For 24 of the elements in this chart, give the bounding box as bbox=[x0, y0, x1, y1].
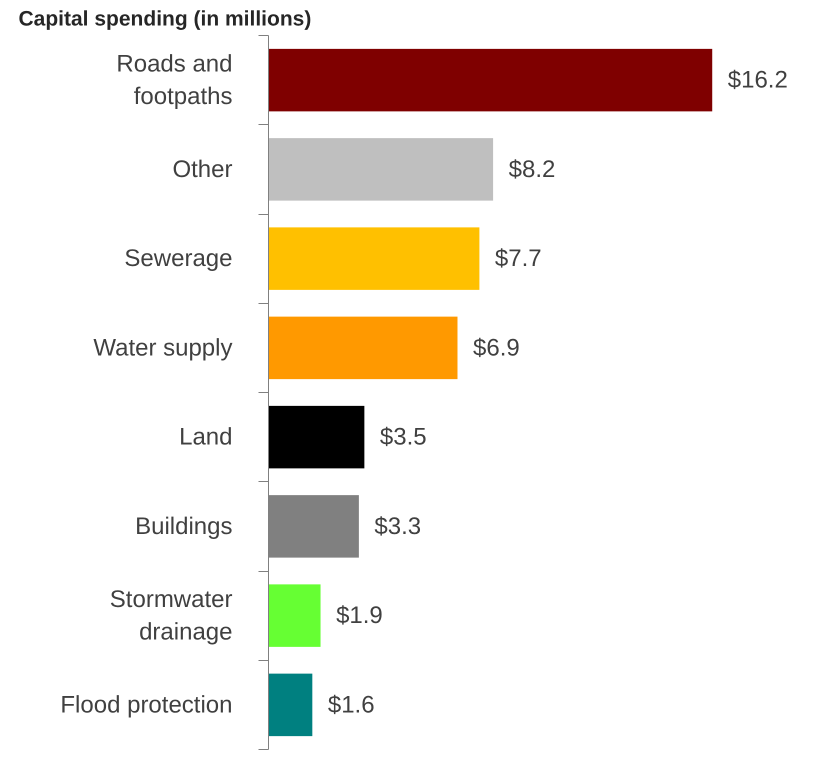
y-tick-label: Other bbox=[172, 156, 233, 183]
bar bbox=[268, 138, 494, 201]
bar bbox=[268, 316, 458, 380]
bar bbox=[268, 584, 321, 647]
y-tick-label: Roads and footpaths bbox=[116, 50, 233, 110]
data-label: $3.5 bbox=[380, 424, 427, 451]
data-label: $3.3 bbox=[374, 512, 422, 540]
data-label: $7.7 bbox=[494, 245, 542, 272]
data-label: $1.6 bbox=[328, 691, 375, 718]
data-label: $1.9 bbox=[336, 602, 383, 630]
y-tick-label: Stormwater drainage bbox=[110, 586, 233, 646]
bar bbox=[268, 227, 480, 290]
data-label: $6.9 bbox=[473, 334, 520, 362]
y-tick-label: Land bbox=[179, 424, 232, 451]
data-label: $16.2 bbox=[728, 66, 788, 94]
bar bbox=[268, 674, 312, 736]
y-tick-label: Sewerage bbox=[124, 245, 233, 272]
data-label: $8.2 bbox=[508, 156, 556, 183]
chart-title: Capital spending (in millions) bbox=[18, 8, 312, 30]
bar bbox=[268, 48, 712, 112]
y-tick-label: Flood protection bbox=[60, 691, 233, 718]
y-tick-label: Buildings bbox=[135, 512, 233, 540]
bar bbox=[268, 406, 364, 468]
y-tick-label: Water supply bbox=[93, 334, 233, 362]
